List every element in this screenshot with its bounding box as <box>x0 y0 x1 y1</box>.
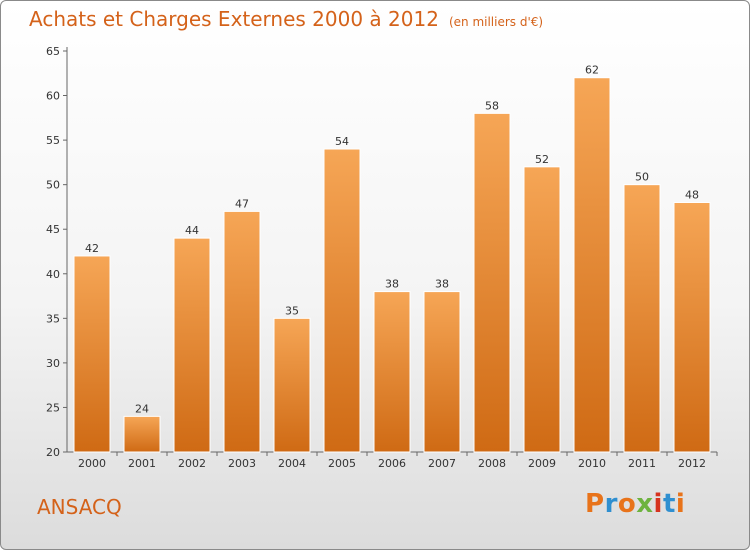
x-tick-label: 2001 <box>128 457 156 470</box>
bar <box>473 112 511 453</box>
y-tick-label: 35 <box>46 312 60 325</box>
x-tick-label: 2003 <box>228 457 256 470</box>
x-tick-label: 2002 <box>178 457 206 470</box>
bar <box>673 201 711 453</box>
bar-value-label: 50 <box>635 171 649 184</box>
y-tick-label: 45 <box>46 223 60 236</box>
x-tick-label: 2012 <box>678 457 706 470</box>
x-tick-label: 2010 <box>578 457 606 470</box>
bar-value-label: 52 <box>535 153 549 166</box>
bar-value-label: 38 <box>435 278 449 291</box>
x-tick-label: 2009 <box>528 457 556 470</box>
bar-value-label: 47 <box>235 197 249 210</box>
x-tick-label: 2004 <box>278 457 306 470</box>
bar <box>373 291 411 453</box>
x-tick-label: 2011 <box>628 457 656 470</box>
bar <box>273 317 311 453</box>
x-tick-label: 2006 <box>378 457 406 470</box>
proxiti-logo[interactable]: Proxiti <box>585 489 685 519</box>
logo-letter: r <box>604 489 618 519</box>
commune-name: ANSACQ <box>37 495 122 519</box>
bar <box>423 291 461 453</box>
bar <box>523 166 561 453</box>
logo-letter: P <box>585 489 605 519</box>
y-tick-label: 50 <box>46 179 60 192</box>
bar-value-label: 35 <box>285 304 299 317</box>
y-tick-label: 65 <box>46 45 60 58</box>
bar <box>223 210 261 453</box>
logo-letter: i <box>675 489 686 519</box>
chart-title-main: Achats et Charges Externes 2000 à 2012 <box>29 7 439 31</box>
logo-letter: x <box>636 489 654 519</box>
bar-value-label: 44 <box>185 224 199 237</box>
bar-series: 42 24 44 47 35 54 38 38 58 52 62 50 48 <box>73 64 711 453</box>
x-tick-label: 2000 <box>78 457 106 470</box>
bar-value-label: 38 <box>385 278 399 291</box>
bar-value-label: 62 <box>585 64 599 77</box>
bar <box>173 237 211 453</box>
y-tick-label: 30 <box>46 357 60 370</box>
bar-value-label: 42 <box>85 242 99 255</box>
x-tick-label: 2008 <box>478 457 506 470</box>
y-tick-label: 20 <box>46 446 60 459</box>
logo-letter: t <box>662 489 676 519</box>
y-tick-label: 60 <box>46 90 60 103</box>
chart-subtitle: (en milliers d'€) <box>448 15 544 29</box>
y-tick-label: 40 <box>46 268 60 281</box>
bar-value-label: 24 <box>135 402 149 415</box>
y-tick-label: 25 <box>46 401 60 414</box>
bar <box>123 415 161 453</box>
logo-letter: o <box>617 489 637 519</box>
bar <box>623 184 661 453</box>
bar-value-label: 58 <box>485 99 499 112</box>
x-tick-label: 2005 <box>328 457 356 470</box>
chart-axes: 20 25 30 35 40 45 50 55 60 65 2000 2001 2002 2003 2004… <box>46 45 718 470</box>
y-tick-label: 55 <box>46 134 60 147</box>
bar <box>573 77 611 453</box>
bar <box>73 255 111 453</box>
bar-value-label: 54 <box>335 135 349 148</box>
x-tick-label: 2007 <box>428 457 456 470</box>
bar-value-label: 48 <box>685 188 699 201</box>
logo-letter: i <box>653 489 663 519</box>
chart-title: Achats et Charges Externes 2000 à 2012 (e… <box>29 7 543 31</box>
bar <box>323 148 361 453</box>
